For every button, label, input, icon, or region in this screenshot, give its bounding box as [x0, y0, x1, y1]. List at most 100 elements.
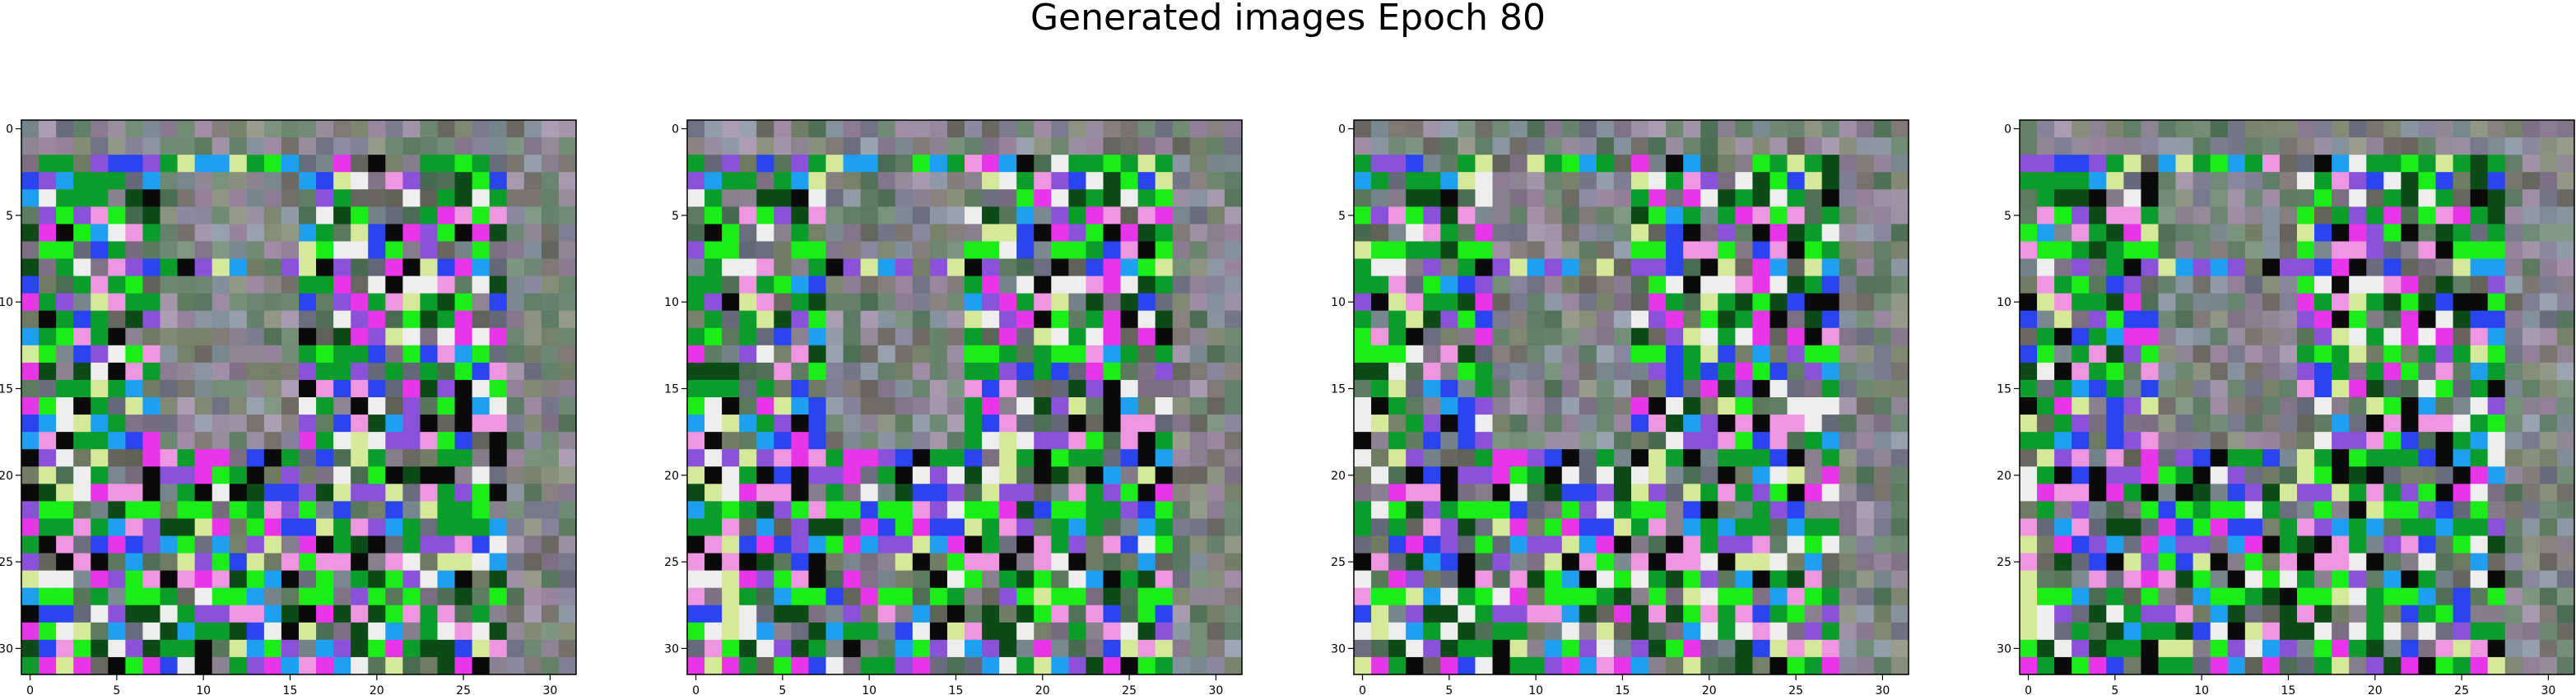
pixel-cell: [2210, 466, 2229, 484]
pixel-cell: [246, 293, 265, 312]
pixel-cell: [299, 120, 317, 138]
pixel-cell: [2279, 622, 2298, 641]
pixel-cell: [2020, 466, 2038, 484]
pixel-cell: [246, 189, 265, 207]
pixel-cell: [1423, 137, 1441, 155]
pixel-cell: [1068, 206, 1087, 225]
pixel-cell: [1666, 449, 1684, 467]
pixel-cell: [2332, 276, 2350, 294]
pixel-cell: [1120, 432, 1139, 450]
pixel-cell: [160, 345, 179, 364]
pixel-cell: [1371, 327, 1389, 346]
pixel-cell: [177, 484, 196, 502]
pixel-cell: [1890, 484, 1909, 502]
pixel-cell: [333, 345, 351, 364]
pixel-cell: [1492, 605, 1511, 623]
pixel-cell: [1527, 656, 1546, 675]
pixel-cell: [1207, 155, 1225, 173]
pixel-cell: [2401, 137, 2420, 155]
pixel-cell: [982, 137, 1000, 155]
pixel-cell: [368, 553, 386, 572]
pixel-cell: [177, 327, 196, 346]
pixel-cell: [1207, 310, 1225, 329]
pixel-cell: [2556, 189, 2575, 207]
pixel-cell: [1648, 639, 1667, 658]
pixel-cell: [1509, 172, 1528, 190]
pixel-cell: [2366, 587, 2384, 606]
pixel-cell: [142, 484, 161, 502]
pixel-cell: [56, 379, 74, 398]
pixel-cell: [246, 345, 265, 364]
pixel-cell: [108, 449, 126, 467]
pixel-cell: [1440, 397, 1458, 415]
pixel-cell: [1224, 379, 1243, 398]
pixel-cell: [2020, 379, 2038, 398]
pixel-cell: [1544, 570, 1563, 589]
pixel-cell: [825, 622, 844, 641]
pixel-cell: [125, 258, 144, 277]
pixel-cell: [2556, 449, 2575, 467]
pixel-cell: [142, 345, 161, 364]
pixel-cell: [860, 587, 879, 606]
pixel-cell: [2054, 120, 2072, 138]
pixel-cell: [91, 327, 109, 346]
pixel-cell: [1804, 276, 1823, 294]
pixel-cell: [2089, 449, 2107, 467]
pixel-cell: [687, 155, 705, 173]
pixel-cell: [1700, 189, 1718, 207]
pixel-cell: [1561, 155, 1580, 173]
pixel-cell: [1354, 415, 1372, 433]
pixel-cell: [1787, 362, 1806, 381]
pixel-cell: [21, 241, 40, 260]
pixel-cell: [420, 501, 439, 520]
pixel-cell: [1873, 172, 1892, 190]
pixel-cell: [472, 570, 491, 589]
pixel-cell: [194, 379, 213, 398]
pixel-cell: [1579, 327, 1597, 346]
pixel-cell: [21, 327, 40, 346]
pixel-cell: [1155, 605, 1174, 623]
pixel-cell: [1475, 587, 1494, 606]
pixel-cell: [1051, 345, 1069, 364]
pixel-cell: [1804, 570, 1823, 589]
pixel-cell: [402, 293, 421, 312]
pixel-cell: [2470, 293, 2489, 312]
pixel-cell: [125, 484, 144, 502]
pixel-cell: [2435, 137, 2454, 155]
pixel-cell: [1596, 449, 1615, 467]
pixel-cell: [1804, 206, 1823, 225]
pixel-cell: [1561, 553, 1580, 572]
pixel-cell: [472, 397, 491, 415]
pixel-cell: [739, 587, 757, 606]
pixel-cell: [21, 484, 40, 502]
pixel-cell: [558, 501, 577, 520]
pixel-cell: [1509, 327, 1528, 346]
pixel-cell: [722, 622, 740, 641]
pixel-cell: [1890, 622, 1909, 641]
pixel-cell: [791, 327, 810, 346]
pixel-cell: [1648, 310, 1667, 329]
pixel-cell: [1103, 484, 1122, 502]
pixel-cell: [1086, 622, 1104, 641]
pixel-cell: [472, 293, 491, 312]
pixel-cell: [246, 501, 265, 520]
pixel-cell: [1648, 484, 1667, 502]
pixel-cell: [2366, 553, 2384, 572]
pixel-cell: [774, 553, 792, 572]
pixel-cell: [1475, 518, 1494, 537]
pixel-cell: [791, 120, 810, 138]
pixel-cell: [2192, 501, 2211, 520]
pixel-cell: [1890, 137, 1909, 155]
pixel-cell: [2401, 605, 2420, 623]
pixel-cell: [1596, 276, 1615, 294]
pixel-cell: [108, 137, 126, 155]
pixel-cell: [489, 622, 508, 641]
pixel-cell: [1700, 241, 1718, 260]
pixel-cell: [895, 258, 914, 277]
pixel-cell: [2123, 656, 2142, 675]
pixel-cell: [1172, 656, 1191, 675]
pixel-cell: [1735, 276, 1754, 294]
pixel-cell: [999, 379, 1017, 398]
pixel-cell: [1527, 189, 1546, 207]
